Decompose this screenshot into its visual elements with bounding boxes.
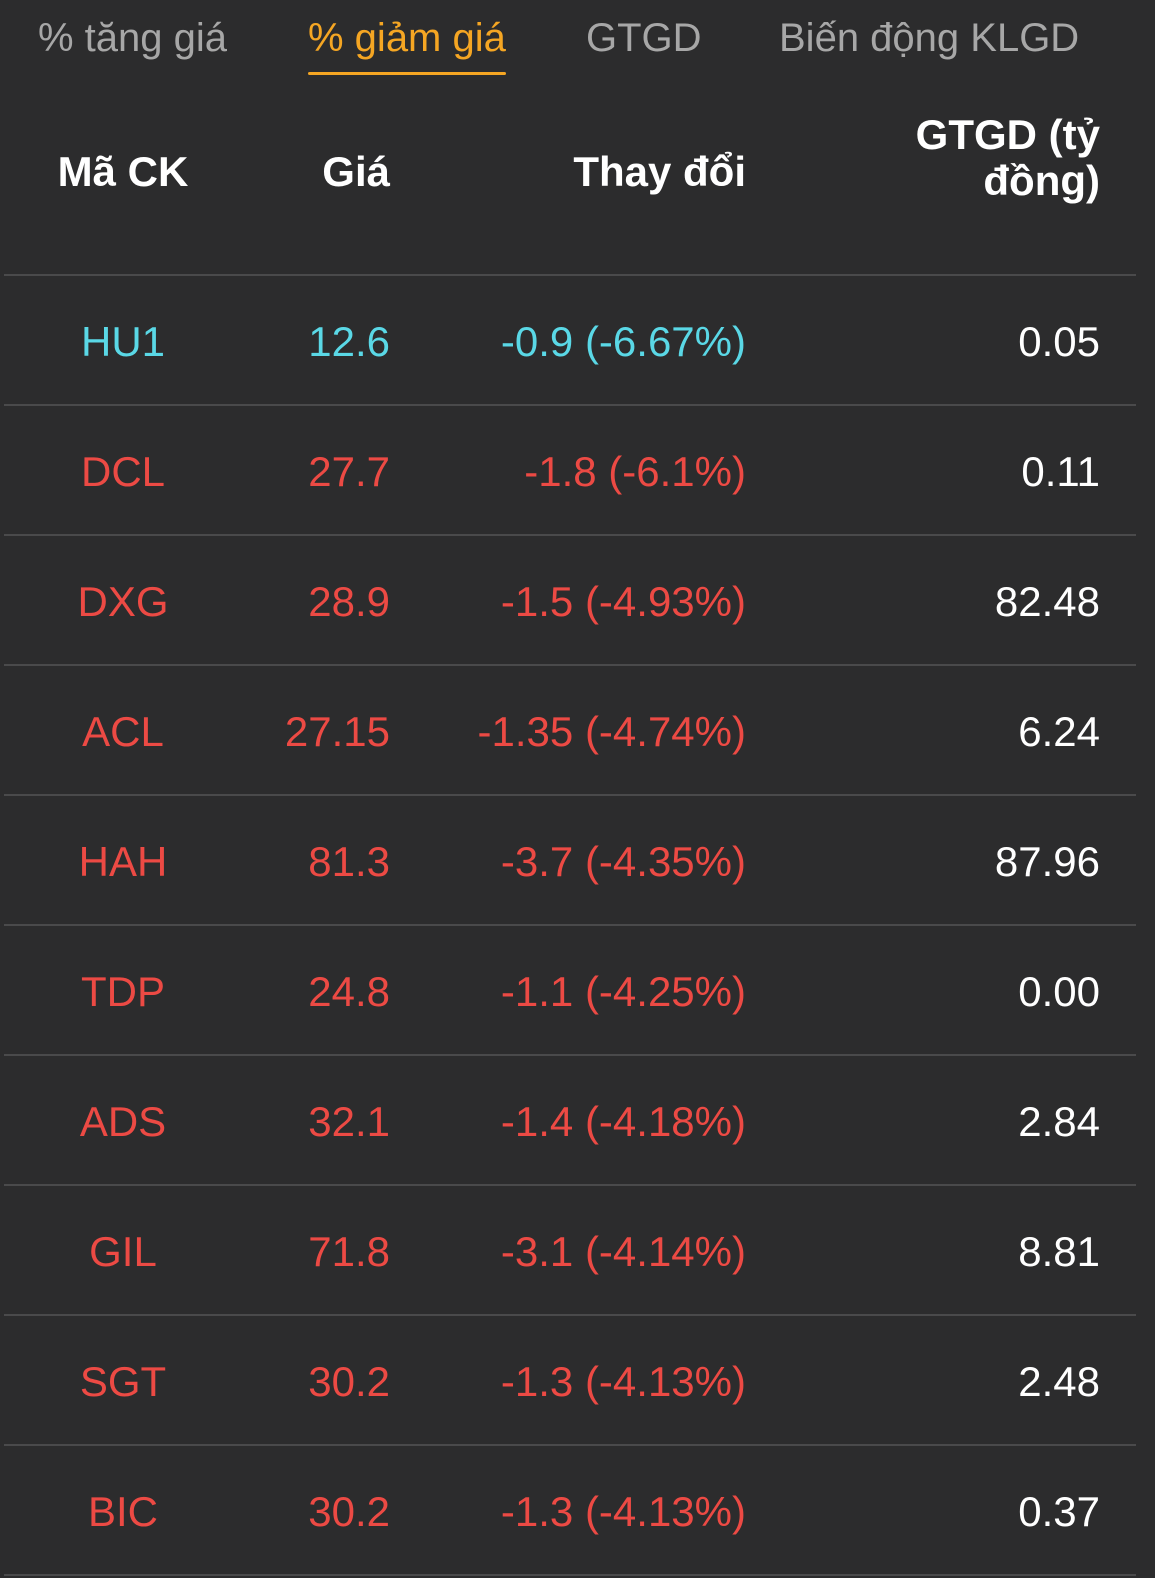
stock-price: 30.2 (308, 1488, 390, 1535)
stock-change: -3.7 (-4.35%) (500, 838, 746, 885)
stock-symbol[interactable]: DCL (80, 448, 166, 495)
table-row[interactable]: DCL 27.7 -1.8 (-6.1%) 0.11 (4, 406, 1136, 536)
stock-price: 12.6 (308, 318, 390, 365)
stock-symbol[interactable]: ACL (82, 708, 164, 755)
tab-top-losers[interactable]: % giảm giá (308, 14, 506, 75)
table-row[interactable]: ADS 32.1 -1.4 (-4.18%) 2.84 (4, 1056, 1136, 1186)
stock-trading-value: 2.48 (1018, 1358, 1100, 1405)
stock-change: -1.8 (-6.1%) (524, 448, 746, 495)
table-row[interactable]: HU1 12.6 -0.9 (-6.67%) 0.05 (4, 276, 1136, 406)
tab-top-gainers[interactable]: % tăng giá (38, 14, 227, 62)
stock-price: 32.1 (308, 1098, 390, 1145)
stock-price: 27.15 (284, 708, 390, 755)
table-row[interactable]: HAH 81.3 -3.7 (-4.35%) 87.96 (4, 796, 1136, 926)
tab-trading-value[interactable]: GTGD (586, 14, 702, 62)
tab-label: Biến động KLGD (779, 16, 1080, 60)
stock-price: 24.8 (308, 968, 390, 1015)
active-tab-indicator (308, 72, 506, 75)
stock-trading-value: 6.24 (1018, 708, 1100, 755)
stock-trading-value: 82.48 (994, 578, 1100, 625)
stock-trading-value: 0.11 (1021, 448, 1100, 495)
stock-symbol[interactable]: TDP (81, 968, 165, 1015)
stock-change: -1.35 (-4.74%) (477, 708, 746, 755)
stock-change: -0.9 (-6.67%) (500, 318, 746, 365)
stock-change: -1.3 (-4.13%) (500, 1488, 746, 1535)
table-row[interactable]: TDP 24.8 -1.1 (-4.25%) 0.00 (4, 926, 1136, 1056)
table-row[interactable]: BIC 30.2 -1.3 (-4.13%) 0.37 (4, 1446, 1136, 1576)
header-trading-value[interactable]: GTGD (tỷ đồng) (915, 111, 1100, 204)
stock-change: -1.5 (-4.93%) (500, 578, 746, 625)
stock-table: Mã CK Giá Thay đổi GTGD (tỷ đồng) HU1 12.… (4, 96, 1136, 1576)
table-header: Mã CK Giá Thay đổi GTGD (tỷ đồng) (4, 96, 1136, 276)
tab-label: % giảm giá (308, 16, 506, 60)
stock-symbol[interactable]: BIC (87, 1488, 158, 1535)
tab-label: % tăng giá (38, 16, 228, 60)
table-body: HU1 12.6 -0.9 (-6.67%) 0.05 DCL 27.7 -1.8 (-6.… (4, 276, 1136, 1576)
stock-symbol[interactable]: SGT (79, 1358, 167, 1405)
tab-volume-change[interactable]: Biến động KLGD (779, 14, 1079, 62)
tab-bar: % tăng giá % giảm giá GTGD Biến động KLG… (0, 0, 1155, 90)
stock-symbol[interactable]: HU1 (80, 318, 166, 365)
stock-price: 28.9 (308, 578, 390, 625)
table-row[interactable]: DXG 28.9 -1.5 (-4.93%) 82.48 (4, 536, 1136, 666)
stock-change: -3.1 (-4.14%) (500, 1228, 746, 1275)
stock-price: 30.2 (308, 1358, 390, 1405)
stock-price: 71.8 (308, 1228, 390, 1275)
stock-trading-value: 0.00 (1018, 968, 1100, 1015)
stock-price: 27.7 (308, 448, 390, 495)
stock-trading-value: 8.81 (1018, 1228, 1100, 1275)
stock-trading-value: 0.05 (1018, 318, 1100, 365)
table-row[interactable]: ACL 27.15 -1.35 (-4.74%) 6.24 (4, 666, 1136, 796)
table-row[interactable]: SGT 30.2 -1.3 (-4.13%) 2.48 (4, 1316, 1136, 1446)
stock-symbol[interactable]: GIL (89, 1228, 157, 1275)
header-symbol[interactable]: Mã CK (57, 148, 189, 195)
tab-label: GTGD (586, 16, 702, 60)
stock-price: 81.3 (308, 838, 390, 885)
header-change[interactable]: Thay đổi (573, 148, 746, 195)
stock-symbol[interactable]: HAH (78, 838, 168, 885)
stock-trading-value: 2.84 (1018, 1098, 1100, 1145)
stock-trading-value: 0.37 (1018, 1488, 1100, 1535)
stock-trading-value: 87.96 (994, 838, 1100, 885)
stock-symbol[interactable]: DXG (77, 578, 169, 625)
stock-change: -1.1 (-4.25%) (500, 968, 746, 1015)
stock-change: -1.3 (-4.13%) (500, 1358, 746, 1405)
table-row[interactable]: GIL 71.8 -3.1 (-4.14%) 8.81 (4, 1186, 1136, 1316)
stock-change: -1.4 (-4.18%) (500, 1098, 746, 1145)
stock-symbol[interactable]: ADS (79, 1098, 167, 1145)
header-price[interactable]: Giá (322, 148, 390, 195)
